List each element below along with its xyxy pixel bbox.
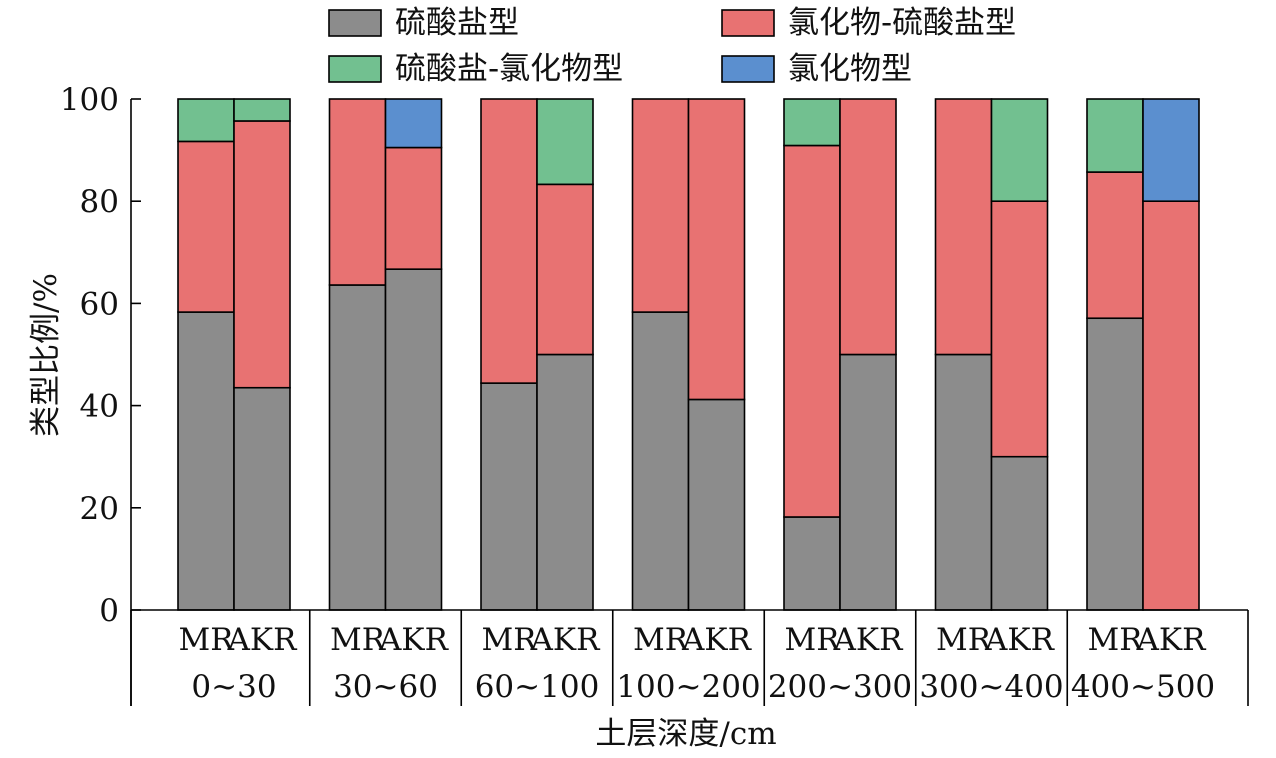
bar-segment bbox=[233, 120, 291, 389]
x-group-label: 200~300 bbox=[768, 669, 912, 705]
x-subcategory-label: MR bbox=[481, 622, 538, 658]
bar-segment bbox=[384, 268, 443, 611]
bar-segment bbox=[839, 98, 897, 356]
bar-segment bbox=[480, 382, 538, 611]
bars-layer bbox=[177, 98, 1200, 611]
x-subcategory-label: AKR bbox=[530, 622, 602, 658]
legend-swatch bbox=[721, 55, 775, 83]
bar-segment bbox=[384, 98, 443, 149]
bar-segment bbox=[783, 516, 841, 611]
bar-segment bbox=[536, 98, 594, 186]
x-subcategory-label: MR bbox=[330, 622, 387, 658]
legend-label: 氯化物型 bbox=[788, 51, 912, 87]
y-tick-label: 40 bbox=[80, 389, 119, 425]
x-axis-title: 土层深度/cm bbox=[595, 716, 776, 752]
legend-swatch bbox=[328, 9, 382, 37]
bar-segment bbox=[1142, 98, 1200, 202]
bar-segment bbox=[384, 146, 443, 270]
legend-label: 氯化物-硫酸盐型 bbox=[788, 5, 1016, 41]
bar-segment bbox=[177, 140, 235, 313]
x-subcategory-label: MR bbox=[178, 622, 235, 658]
bar-segment bbox=[328, 284, 387, 611]
x-group-label: 400~500 bbox=[1071, 669, 1215, 705]
y-tick-label: 60 bbox=[80, 286, 119, 322]
bar-segment bbox=[934, 353, 993, 611]
x-group-label: 30~60 bbox=[333, 669, 438, 705]
axes-layer: 020406080100MRAKR0~30MRAKR30~60MRAKR60~1… bbox=[60, 82, 1249, 706]
x-group-label: 0~30 bbox=[191, 669, 276, 705]
x-subcategory-label: AKR bbox=[984, 622, 1056, 658]
y-axis-title: 类型比例/% bbox=[28, 273, 64, 437]
bar-segment bbox=[480, 98, 538, 384]
legend-swatch bbox=[721, 9, 775, 37]
bar-segment bbox=[783, 98, 841, 147]
bar-segment bbox=[687, 398, 746, 611]
bar-segment bbox=[1086, 317, 1144, 611]
bar-segment bbox=[990, 200, 1049, 458]
x-subcategory-label: AKR bbox=[1136, 622, 1208, 658]
y-tick-label: 20 bbox=[80, 491, 119, 527]
bar-segment bbox=[631, 311, 690, 611]
y-tick-label: 80 bbox=[80, 184, 119, 220]
legend-label: 硫酸盐-氯化物型 bbox=[395, 51, 623, 87]
bar-segment bbox=[233, 386, 291, 611]
bar-segment bbox=[177, 311, 235, 611]
bar-segment bbox=[1086, 98, 1144, 173]
x-subcategory-label: AKR bbox=[227, 622, 299, 658]
legend-swatch bbox=[328, 55, 382, 83]
legend-label: 硫酸盐型 bbox=[395, 5, 519, 41]
bar-segment bbox=[783, 144, 841, 518]
bar-segment bbox=[536, 183, 594, 356]
bar-segment bbox=[934, 98, 993, 356]
bar-segment bbox=[687, 98, 746, 401]
bar-segment bbox=[536, 353, 594, 611]
x-group-label: 300~400 bbox=[919, 669, 1063, 705]
bar-segment bbox=[839, 353, 897, 611]
x-subcategory-label: MR bbox=[1087, 622, 1144, 658]
x-group-label: 100~200 bbox=[616, 669, 760, 705]
x-group-label: 60~100 bbox=[475, 669, 600, 705]
bar-segment bbox=[328, 98, 387, 286]
y-tick-label: 100 bbox=[60, 82, 119, 118]
bar-segment bbox=[177, 98, 235, 143]
y-tick-label: 0 bbox=[99, 593, 119, 629]
x-subcategory-label: MR bbox=[633, 622, 690, 658]
x-subcategory-label: AKR bbox=[833, 622, 905, 658]
bar-segment bbox=[990, 455, 1049, 611]
x-subcategory-label: AKR bbox=[681, 622, 753, 658]
x-subcategory-label: MR bbox=[784, 622, 841, 658]
x-subcategory-label: AKR bbox=[378, 622, 450, 658]
bar-segment bbox=[233, 98, 291, 122]
x-subcategory-label: MR bbox=[936, 622, 993, 658]
bar-segment bbox=[990, 98, 1049, 202]
bar-segment bbox=[1086, 171, 1144, 320]
bar-segment bbox=[1142, 200, 1200, 611]
bar-segment bbox=[631, 98, 690, 313]
